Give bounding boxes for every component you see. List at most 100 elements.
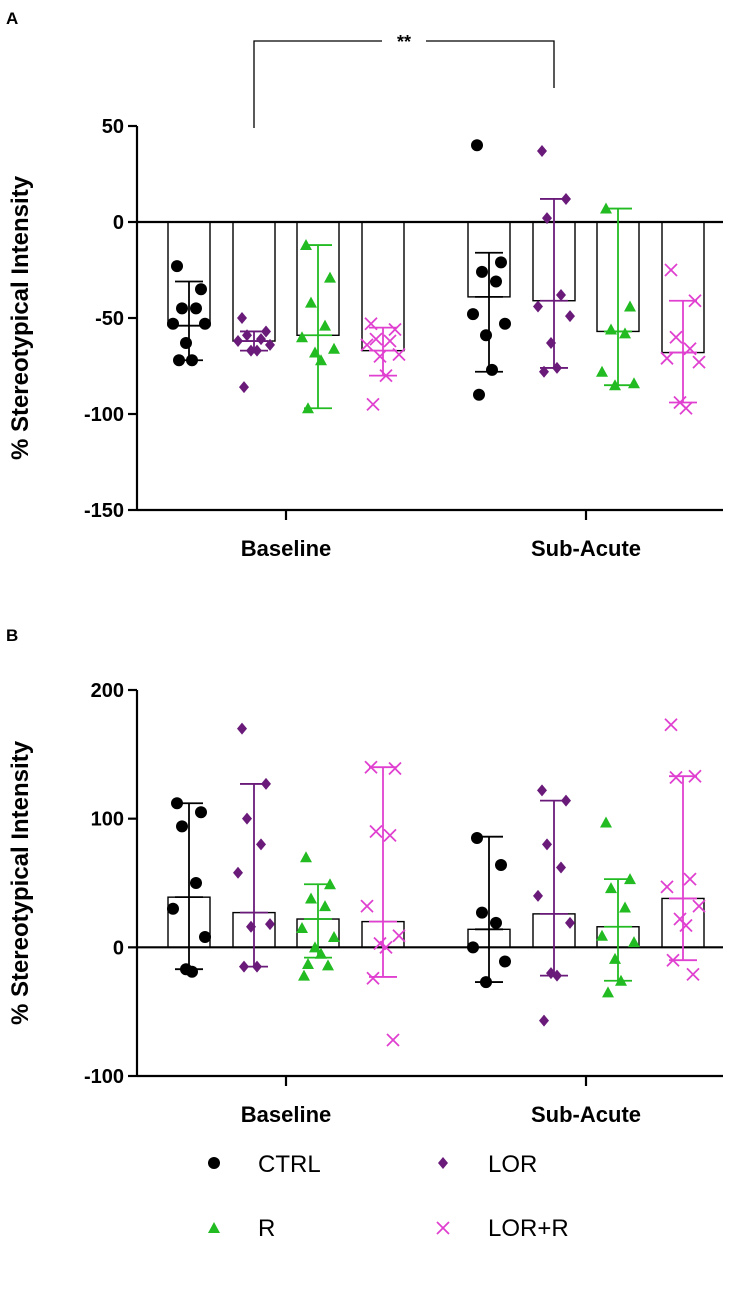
legend-marker-shape-r <box>208 1222 220 1233</box>
panel-label-a: A <box>6 9 18 28</box>
panel-b-point-baseline-lor <box>242 812 252 825</box>
panel-a-point-baseline-r <box>315 354 327 366</box>
panel-b-point-sub-acute-ctrl <box>480 976 492 989</box>
panel-a-point-sub-acute-lor-r <box>679 401 693 415</box>
panel-a-point-sub-acute-lor <box>556 288 566 301</box>
panel-b-point-baseline-ctrl <box>186 965 198 978</box>
panel-b-point-baseline-r <box>300 851 312 863</box>
panel-b-point-baseline-lor <box>265 918 275 931</box>
legend-marker-shape-lor <box>438 1157 448 1169</box>
panel-a-point-baseline-lor-r <box>379 368 393 383</box>
panel-a-point-sub-acute-lor-r <box>669 330 683 344</box>
panel-b-point-baseline-r <box>319 900 331 912</box>
legend: CTRL LOR R LOR+R <box>208 1151 569 1242</box>
panel-b-y-axis-label: % Stereotypical Intensity <box>7 740 34 1025</box>
panel-a-point-sub-acute-lor <box>537 144 547 157</box>
legend-marker-shape-ctrl <box>208 1157 220 1169</box>
panel-a-point-baseline-r <box>305 296 317 308</box>
panel-a-point-sub-acute-ctrl <box>467 308 479 321</box>
panel-a-point-baseline-r <box>319 319 331 331</box>
panel-a-point-sub-acute-lor <box>533 300 543 313</box>
panel-b-point-sub-acute-ctrl <box>490 916 502 929</box>
panel-b-point-baseline-lor-r <box>392 929 406 943</box>
panel-b-point-sub-acute-lor <box>542 838 552 851</box>
panel-b-point-baseline-ctrl <box>199 931 211 944</box>
panel-a-point-sub-acute-lor-r <box>683 342 697 356</box>
panel-b-point-sub-acute-r <box>615 974 627 986</box>
legend-marker-lor <box>438 1157 448 1169</box>
panel-a-point-baseline-r <box>324 271 336 283</box>
panel-b-point-baseline-ctrl <box>171 797 183 810</box>
panel-a-point-baseline-ctrl <box>173 354 185 367</box>
panel-a-point-sub-acute-r <box>596 365 608 377</box>
legend-label-lor-r: LOR+R <box>488 1215 569 1242</box>
panel-a-point-baseline-r <box>300 239 312 251</box>
panel-a-point-baseline-lor-r <box>360 338 374 352</box>
panel-b-point-baseline-lor-r <box>364 760 378 774</box>
panel-b-point-sub-acute-lor <box>537 784 547 797</box>
panel-a-point-baseline-lor <box>265 338 275 351</box>
panel-a-point-baseline-lor <box>256 333 266 346</box>
panel-b-point-baseline-lor-r <box>369 824 383 839</box>
panel-b-point-baseline-lor-r <box>373 936 387 951</box>
panel-a-point-sub-acute-lor <box>546 336 556 349</box>
panel-a-point-baseline-lor-r <box>369 332 383 346</box>
panel-b-point-sub-acute-lor-r <box>669 770 683 785</box>
panel-b-point-baseline-r <box>328 931 340 943</box>
panel-a-y-tick-label: 0 <box>113 212 124 234</box>
legend-item-r: R <box>208 1215 275 1242</box>
panel-b-point-baseline-ctrl <box>190 877 202 889</box>
panel-a-point-sub-acute-r <box>605 323 617 335</box>
panel-b-point-sub-acute-lor-r <box>664 718 678 732</box>
panel-a-point-sub-acute-lor <box>552 361 562 374</box>
panel-b-x-tick-label-sub-acute: Sub-Acute <box>531 1102 641 1127</box>
panel-b-point-baseline-lor-r <box>386 1033 400 1047</box>
panel-a-point-baseline-lor <box>233 335 243 348</box>
panel-a-point-sub-acute-ctrl <box>476 265 488 278</box>
panel-a-point-baseline-lor <box>246 344 256 357</box>
legend-label-lor: LOR <box>488 1151 537 1178</box>
panel-a-point-baseline-ctrl <box>180 336 192 349</box>
panel-a-point-baseline-lor-r <box>392 347 406 362</box>
panel-b-point-sub-acute-lor-r <box>688 769 702 783</box>
panel-b-point-sub-acute-lor-r <box>683 872 697 886</box>
panel-a-point-sub-acute-lor <box>565 310 575 323</box>
panel-b-point-baseline-ctrl <box>195 806 207 819</box>
panel-b-point-baseline-lor-r <box>360 899 374 913</box>
panel-a-point-baseline-ctrl <box>199 317 211 330</box>
panel-a-y-tick-label: -150 <box>84 500 124 522</box>
panel-a-x-tick-label-sub-acute: Sub-Acute <box>531 536 641 561</box>
panel-a-significance-label: ** <box>397 32 411 52</box>
panel-b-y-tick-label: 0 <box>113 937 124 959</box>
panel-b-y-tick-label: 100 <box>91 809 124 831</box>
panel-b-point-baseline-r <box>322 959 334 971</box>
panel-a-point-baseline-lor <box>242 329 252 342</box>
panel-a-point-baseline-lor-r <box>364 317 378 331</box>
panel-b-point-baseline-lor <box>233 866 243 879</box>
panel-a-point-baseline-lor-r <box>388 322 402 337</box>
panel-b-point-sub-acute-lor <box>561 794 571 807</box>
panel-b-point-sub-acute-r <box>596 929 608 941</box>
panel-b-point-sub-acute-r <box>624 873 636 885</box>
panel-b-y-tick-label: 200 <box>91 680 124 702</box>
legend-item-ctrl: CTRL <box>208 1151 321 1178</box>
panel-a-point-sub-acute-lor <box>539 365 549 378</box>
panel-b-point-baseline-r <box>309 941 321 953</box>
panel-a-point-baseline-lor-r <box>373 349 387 364</box>
panel-b-point-sub-acute-r <box>628 936 640 948</box>
panel-b-point-sub-acute-lor <box>552 969 562 982</box>
panel-a-point-sub-acute-r <box>600 202 612 214</box>
panel-b-point-sub-acute-r <box>602 986 614 998</box>
panel-b-point-sub-acute-r <box>619 901 631 913</box>
panel-b-point-baseline-lor-r <box>388 761 402 776</box>
panel-b-point-baseline-r <box>302 958 314 970</box>
panel-a-point-sub-acute-lor-r <box>688 294 702 308</box>
panel-a-point-sub-acute-lor-r <box>660 351 674 365</box>
panel-b-point-sub-acute-ctrl <box>499 955 511 968</box>
panel-a-error-bar-sub-acute-ctrl <box>475 251 503 373</box>
panel-a-point-baseline-lor-r <box>383 334 397 348</box>
panel-a-point-baseline-ctrl <box>176 302 188 315</box>
panel-b-point-sub-acute-ctrl <box>495 858 507 871</box>
legend-item-lor-r: LOR+R <box>436 1215 569 1242</box>
